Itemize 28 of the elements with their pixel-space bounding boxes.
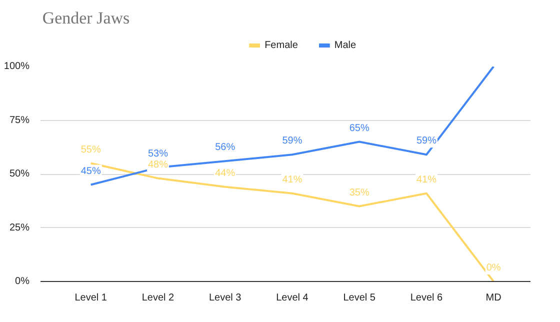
- x-tick-label: Level 3: [208, 292, 242, 304]
- data-label: 65%: [349, 122, 370, 134]
- data-label: 41%: [416, 174, 437, 186]
- data-label: 0%: [486, 262, 501, 274]
- y-tick-label: 100%: [4, 61, 30, 72]
- data-label: 48%: [148, 159, 168, 170]
- y-tick-label: 75%: [9, 114, 30, 126]
- x-tick-label: MD: [486, 292, 502, 304]
- x-tick-label: Level 2: [142, 292, 175, 304]
- data-label: 59%: [282, 136, 302, 147]
- data-label: 44%: [215, 168, 236, 179]
- x-tick-label: Level 5: [343, 292, 376, 304]
- x-tick-label: Level 6: [410, 292, 444, 304]
- legend-label: Female: [264, 40, 298, 51]
- data-label: 41%: [282, 174, 302, 186]
- x-tick-label: Level 1: [74, 292, 108, 304]
- y-tick-label: 25%: [9, 222, 30, 234]
- data-label: 35%: [349, 187, 370, 198]
- legend-label: Male: [334, 40, 357, 51]
- x-tick-label: Level 4: [276, 292, 309, 304]
- data-label: 59%: [416, 136, 437, 147]
- data-label: 45%: [80, 166, 101, 177]
- data-label: 53%: [148, 148, 168, 160]
- y-tick-label: 50%: [9, 168, 30, 180]
- data-label: 56%: [215, 142, 236, 154]
- data-label: 55%: [80, 144, 101, 156]
- y-tick-label: 0%: [15, 276, 30, 287]
- chart-title: Gender Jaws: [42, 8, 130, 28]
